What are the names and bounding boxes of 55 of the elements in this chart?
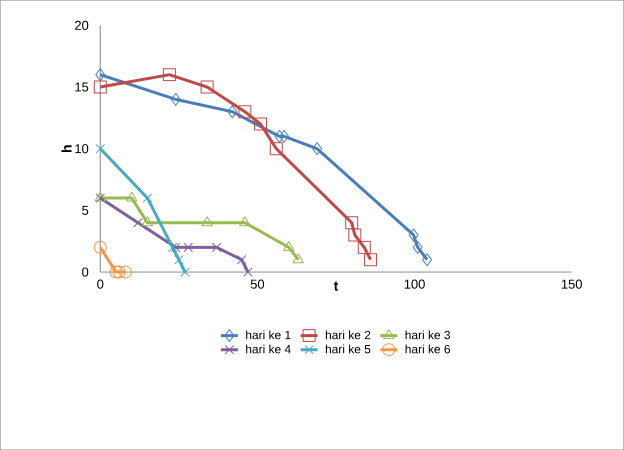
point <box>274 130 284 143</box>
point <box>283 240 295 251</box>
point <box>345 216 358 230</box>
point <box>109 265 122 278</box>
point <box>94 80 107 94</box>
y-tick-label: 5 <box>82 206 88 215</box>
point <box>292 253 304 264</box>
point <box>112 265 126 278</box>
point <box>348 228 362 242</box>
y-tick-label: 0 <box>82 267 88 277</box>
point <box>95 68 106 82</box>
point <box>364 253 378 266</box>
point <box>168 242 178 252</box>
legend-label: hari ke 4 <box>246 344 291 354</box>
point <box>170 92 181 106</box>
point <box>270 142 283 156</box>
y-tick-label: 20 <box>75 20 88 30</box>
x-axis-title: t <box>334 281 338 291</box>
point <box>174 254 184 264</box>
point <box>142 216 154 226</box>
point <box>180 267 190 277</box>
point <box>212 242 222 252</box>
point <box>162 68 176 82</box>
point <box>227 105 238 118</box>
point <box>254 117 268 130</box>
legend-label: hari ke 5 <box>326 344 370 354</box>
x-tick-label: 0 <box>97 279 104 289</box>
point <box>96 144 106 154</box>
y-tick-label: 10 <box>75 144 88 154</box>
point <box>412 240 423 254</box>
legend-label: hari ke 2 <box>326 330 370 340</box>
point <box>243 267 253 277</box>
point <box>238 105 252 118</box>
point <box>236 254 246 264</box>
point <box>94 240 107 254</box>
point <box>422 253 432 266</box>
point <box>312 142 322 156</box>
legend-label: hari ke 6 <box>406 344 450 354</box>
legend-label: hari ke 1 <box>246 330 291 340</box>
x-tick-label: 50 <box>250 279 264 289</box>
point <box>408 228 419 242</box>
point <box>170 242 180 252</box>
point <box>142 193 152 203</box>
x-tick-label: 150 <box>562 279 582 289</box>
point <box>279 130 290 143</box>
y-axis-title: h <box>61 145 72 152</box>
legend-label: hari ke 3 <box>406 330 450 340</box>
y-tick-label: 15 <box>75 82 88 92</box>
point <box>358 240 371 254</box>
point <box>201 216 213 226</box>
x-tick-label: 100 <box>404 279 425 289</box>
point <box>200 80 214 94</box>
point <box>118 265 132 278</box>
point <box>239 216 251 226</box>
point <box>184 242 194 252</box>
